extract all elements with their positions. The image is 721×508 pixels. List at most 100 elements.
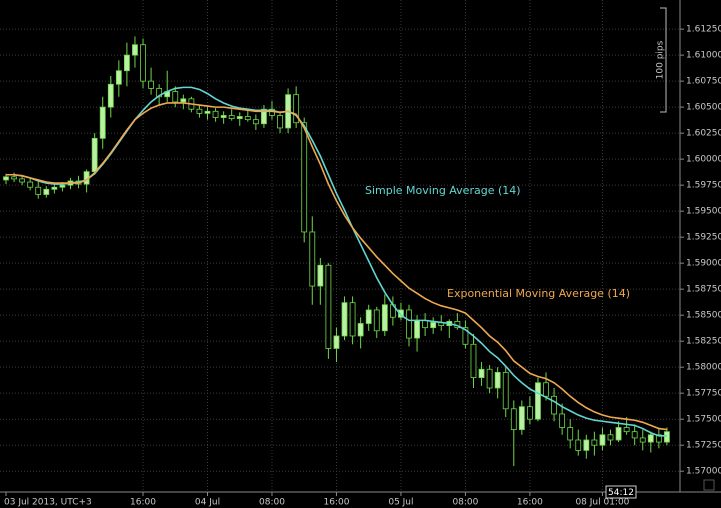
candle-body bbox=[244, 116, 251, 121]
pip-scale-bracket bbox=[660, 7, 667, 113]
y-tick-label: 1.59000 bbox=[686, 259, 721, 269]
y-tick-label: 1.57000 bbox=[686, 467, 721, 477]
corner-icon[interactable] bbox=[703, 479, 715, 491]
candle-body bbox=[43, 188, 50, 195]
candle-body bbox=[486, 368, 493, 389]
candle-body bbox=[373, 309, 380, 332]
candle-body bbox=[365, 309, 372, 324]
y-tick-label: 1.61250 bbox=[686, 25, 721, 35]
candle-body bbox=[148, 80, 154, 89]
y-tick-label: 1.57500 bbox=[686, 415, 721, 425]
candle-body bbox=[647, 434, 654, 443]
candle-body bbox=[220, 115, 227, 118]
candle-body bbox=[115, 70, 122, 85]
candle-body bbox=[212, 110, 219, 118]
candle-body bbox=[325, 264, 332, 349]
candle-body bbox=[91, 137, 98, 173]
candle-body bbox=[349, 302, 356, 337]
candle-body bbox=[567, 427, 574, 441]
candle-body bbox=[623, 427, 630, 433]
countdown-box bbox=[605, 485, 637, 499]
candle-body bbox=[180, 98, 187, 103]
countdown: 54:12 bbox=[608, 488, 634, 498]
candle-body bbox=[59, 184, 66, 188]
candle-body bbox=[381, 304, 388, 332]
candle-body bbox=[664, 431, 670, 443]
candle-body bbox=[494, 371, 501, 389]
candle-body bbox=[3, 176, 9, 181]
y-tick-label: 1.60500 bbox=[686, 103, 721, 113]
candle-body bbox=[583, 439, 590, 451]
candle-body bbox=[551, 395, 557, 415]
candle-body bbox=[156, 88, 163, 98]
x-tick-label: 16:00 bbox=[130, 498, 156, 508]
candle-body bbox=[470, 343, 477, 378]
x-tick-label: 05 Jul bbox=[388, 498, 413, 508]
candle-body bbox=[502, 371, 509, 410]
candle-body bbox=[422, 319, 429, 329]
candle-body bbox=[277, 115, 283, 129]
candle-body bbox=[228, 115, 235, 119]
y-tick-label: 1.60250 bbox=[686, 129, 721, 139]
candle-body bbox=[478, 368, 485, 378]
pip-scale-label: 100 pips bbox=[656, 40, 666, 79]
candle-body bbox=[196, 108, 203, 114]
candle-body bbox=[309, 231, 316, 287]
candle-body bbox=[535, 382, 541, 420]
candle-body bbox=[398, 309, 404, 318]
candle-body bbox=[27, 181, 34, 188]
y-tick-label: 1.57750 bbox=[686, 389, 721, 399]
candle-body bbox=[293, 94, 300, 124]
candle-body bbox=[639, 437, 646, 443]
line-annotation: Simple Moving Average (14) bbox=[365, 184, 521, 197]
candle-body bbox=[607, 434, 614, 441]
y-tick-label: 1.60750 bbox=[686, 77, 721, 87]
candle-body bbox=[124, 54, 130, 72]
candle-body bbox=[462, 327, 469, 345]
candle-body bbox=[341, 302, 348, 337]
x-tick-label: 04 Jul bbox=[195, 498, 220, 508]
candle-body bbox=[172, 91, 179, 103]
candle-body bbox=[543, 382, 549, 397]
candle-body bbox=[301, 122, 308, 233]
candle-body bbox=[11, 176, 17, 180]
candle-body bbox=[252, 119, 259, 125]
y-tick-label: 1.59250 bbox=[686, 233, 721, 243]
candle-body bbox=[631, 431, 638, 439]
candle-body bbox=[518, 406, 525, 430]
candle-body bbox=[132, 44, 138, 56]
x-tick-label: 16:00 bbox=[517, 498, 543, 508]
y-tick-label: 1.61000 bbox=[686, 51, 721, 61]
candle-body bbox=[51, 186, 58, 190]
candle-body bbox=[19, 178, 26, 183]
x-tick-label: 08 Jul 01:00 bbox=[575, 498, 629, 508]
x-tick-label: 03 Jul 2013, UTC+3 bbox=[4, 498, 92, 508]
candle-body bbox=[527, 406, 533, 420]
candle-body bbox=[204, 110, 211, 114]
y-tick-label: 1.59500 bbox=[686, 207, 721, 217]
line-annotation: Exponential Moving Average (14) bbox=[447, 287, 630, 300]
candle-body bbox=[35, 186, 42, 195]
x-tick-label: 08:00 bbox=[259, 498, 285, 508]
candle-body bbox=[357, 323, 364, 337]
y-tick-label: 1.58000 bbox=[686, 363, 721, 373]
candle-body bbox=[406, 309, 412, 339]
candle-body bbox=[510, 408, 517, 430]
moving-average-line bbox=[6, 102, 668, 431]
y-tick-label: 1.58750 bbox=[686, 285, 721, 295]
candle-body bbox=[333, 335, 340, 349]
candle-body bbox=[575, 439, 582, 451]
candle-body bbox=[317, 264, 324, 287]
candle-body bbox=[655, 434, 662, 443]
candle-body bbox=[107, 83, 114, 108]
y-tick-label: 1.58500 bbox=[686, 311, 721, 321]
y-tick-label: 1.60000 bbox=[686, 155, 721, 165]
candle-body bbox=[591, 439, 598, 446]
y-tick-label: 1.59750 bbox=[686, 181, 721, 191]
candle-body bbox=[615, 427, 622, 441]
y-tick-label: 1.58250 bbox=[686, 337, 721, 347]
candle-body bbox=[430, 322, 437, 329]
candle-body bbox=[236, 116, 243, 119]
candle-body bbox=[414, 319, 420, 339]
